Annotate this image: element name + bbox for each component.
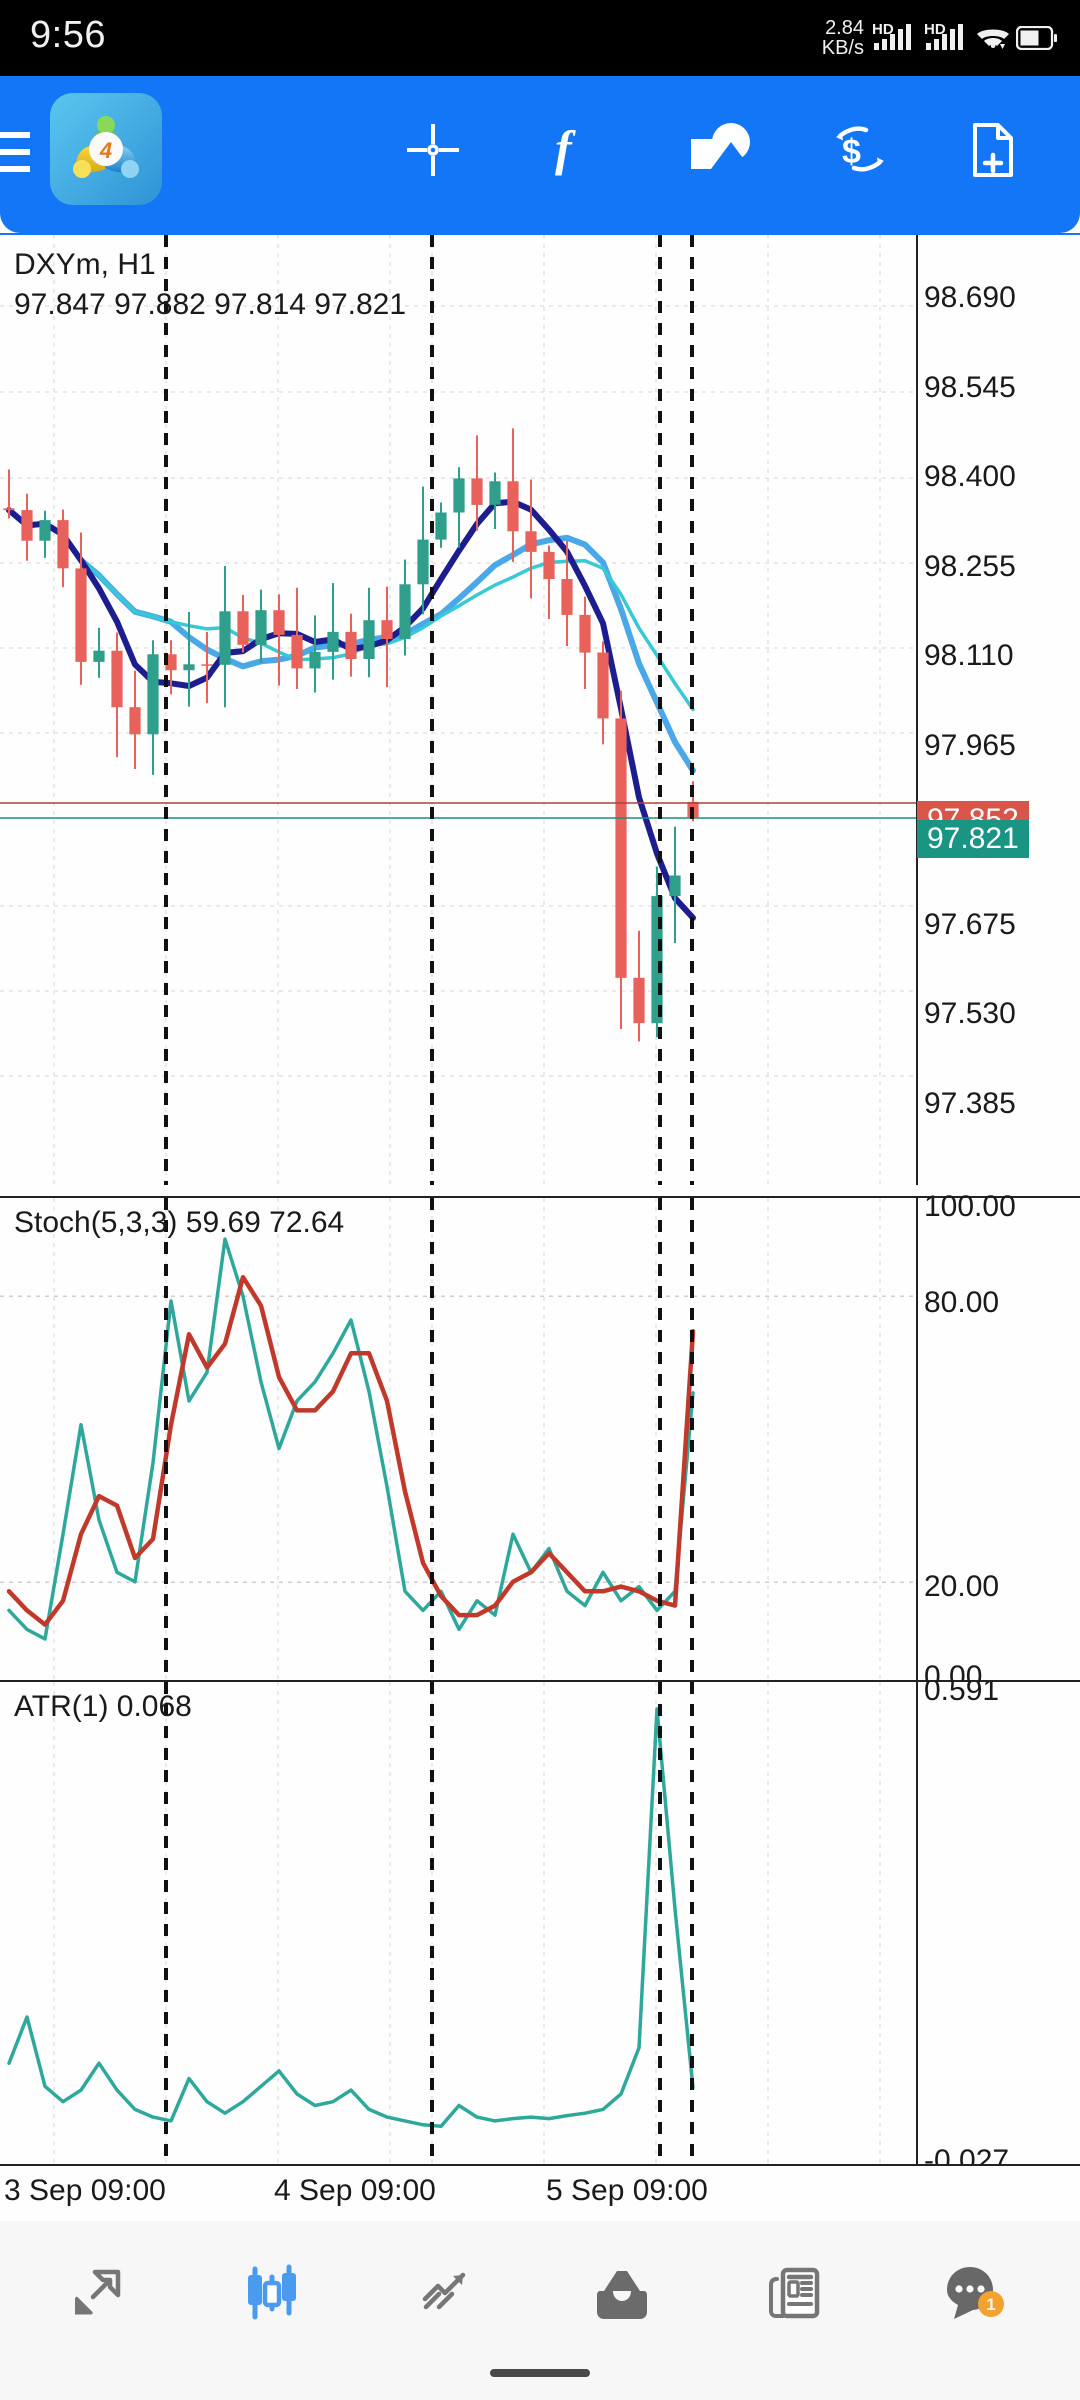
svg-text:1: 1	[986, 2295, 995, 2314]
svg-text:f: f	[555, 122, 576, 176]
svg-text:$: $	[842, 133, 861, 171]
svg-text:4: 4	[99, 138, 112, 163]
